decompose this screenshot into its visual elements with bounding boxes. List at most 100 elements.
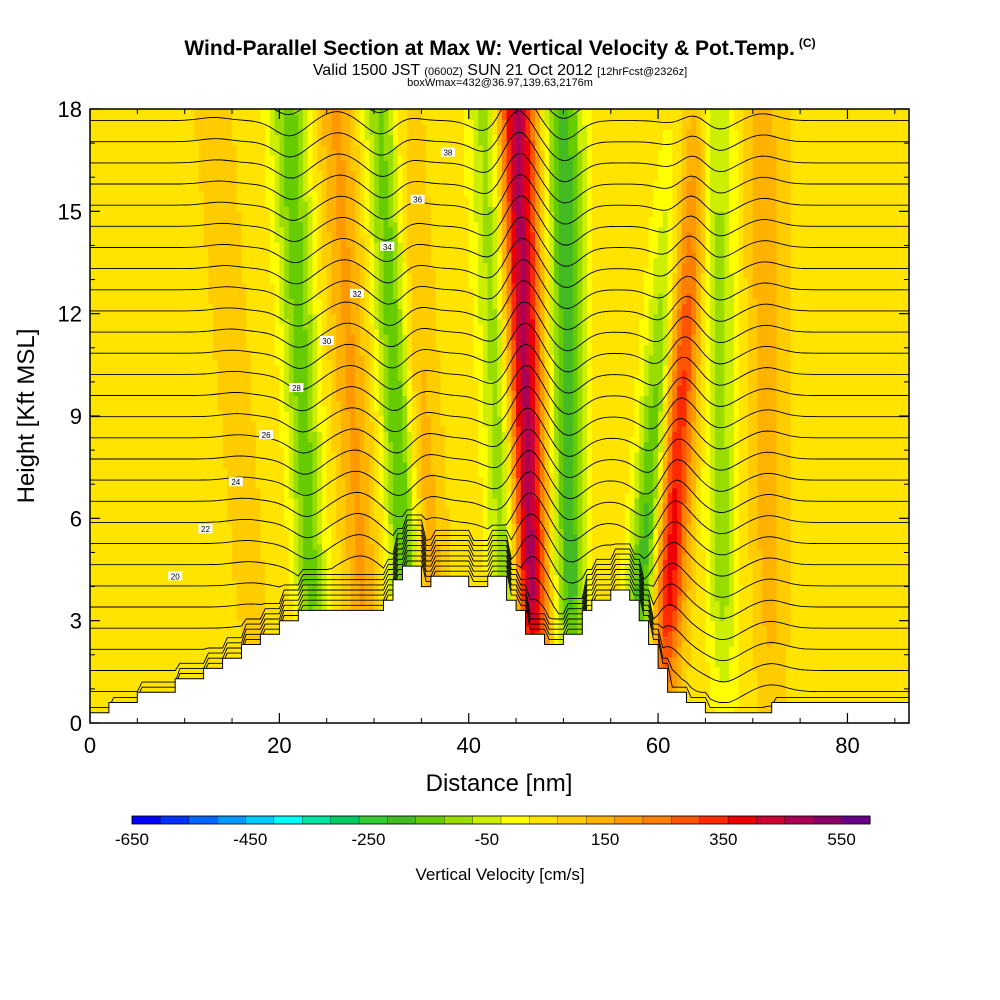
velocity-cell bbox=[113, 636, 119, 642]
velocity-cell bbox=[255, 288, 262, 294]
velocity-cell bbox=[161, 272, 167, 279]
velocity-cell bbox=[156, 451, 162, 458]
velocity-cell bbox=[213, 190, 219, 197]
velocity-cell bbox=[279, 288, 285, 294]
velocity-cell bbox=[108, 676, 115, 683]
velocity-cell bbox=[142, 380, 148, 386]
velocity-cell bbox=[208, 216, 214, 223]
velocity-cell bbox=[194, 579, 200, 586]
velocity-cell bbox=[246, 533, 252, 540]
velocity-cell bbox=[179, 185, 186, 192]
velocity-cell bbox=[113, 400, 119, 407]
velocity-cell bbox=[246, 149, 252, 156]
velocity-cell bbox=[227, 390, 233, 397]
velocity-cell bbox=[184, 354, 191, 361]
velocity-cell bbox=[118, 487, 124, 494]
velocity-cell bbox=[94, 211, 101, 218]
velocity-cell bbox=[213, 477, 219, 484]
velocity-cell bbox=[151, 119, 157, 125]
velocity-cell bbox=[113, 165, 119, 171]
velocity-cell bbox=[232, 175, 238, 182]
velocity-cell bbox=[161, 426, 167, 432]
velocity-cell bbox=[198, 221, 205, 228]
velocity-cell bbox=[189, 584, 195, 591]
velocity-cell bbox=[170, 385, 176, 392]
velocity-cell bbox=[217, 605, 224, 612]
velocity-cell bbox=[203, 288, 209, 294]
velocity-cell bbox=[260, 190, 266, 197]
velocity-cell bbox=[108, 170, 115, 177]
velocity-cell bbox=[184, 318, 191, 325]
velocity-cell bbox=[227, 231, 233, 238]
velocity-cell bbox=[175, 344, 181, 351]
velocity-cell bbox=[156, 605, 162, 612]
velocity-cell bbox=[279, 549, 285, 555]
velocity-cell bbox=[265, 293, 271, 299]
velocity-cell bbox=[279, 277, 285, 284]
velocity-cell bbox=[165, 651, 172, 658]
velocity-cell bbox=[274, 129, 280, 136]
velocity-cell bbox=[279, 323, 285, 330]
velocity-cell bbox=[90, 114, 96, 120]
velocity-cell bbox=[94, 318, 101, 325]
velocity-cell bbox=[236, 226, 243, 233]
velocity-cell bbox=[137, 497, 143, 504]
velocity-cell bbox=[208, 472, 214, 478]
velocity-cell bbox=[132, 257, 138, 264]
velocity-cell bbox=[165, 564, 172, 571]
velocity-cell bbox=[198, 636, 205, 642]
velocity-cell bbox=[127, 380, 134, 386]
velocity-cell bbox=[213, 114, 219, 120]
velocity-cell bbox=[208, 375, 214, 381]
velocity-cell bbox=[217, 329, 224, 335]
velocity-cell bbox=[118, 349, 124, 356]
velocity-cell bbox=[189, 487, 195, 494]
velocity-cell bbox=[104, 441, 110, 448]
velocity-cell bbox=[142, 497, 148, 504]
velocity-cell bbox=[104, 472, 110, 478]
velocity-cell bbox=[279, 482, 285, 489]
velocity-cell bbox=[165, 456, 172, 463]
velocity-cell bbox=[104, 564, 110, 571]
velocity-cell bbox=[113, 456, 119, 463]
velocity-cell bbox=[175, 666, 181, 673]
velocity-cell bbox=[137, 170, 143, 177]
velocity-cell bbox=[246, 129, 252, 136]
velocity-cell bbox=[99, 293, 105, 299]
velocity-cell bbox=[250, 523, 257, 530]
velocity-cell bbox=[118, 334, 124, 340]
velocity-cell bbox=[269, 201, 276, 207]
velocity-cell bbox=[137, 569, 143, 576]
velocity-cell bbox=[250, 600, 257, 606]
velocity-cell bbox=[179, 482, 186, 489]
velocity-cell bbox=[113, 242, 119, 248]
velocity-cell bbox=[250, 615, 257, 622]
velocity-cell bbox=[179, 272, 186, 279]
velocity-cell bbox=[94, 451, 101, 458]
velocity-cell bbox=[175, 190, 181, 197]
velocity-cell bbox=[137, 129, 143, 136]
velocity-cell bbox=[241, 502, 247, 509]
velocity-cell bbox=[198, 334, 205, 340]
velocity-cell bbox=[241, 584, 247, 591]
velocity-cell bbox=[137, 446, 143, 453]
velocity-cell bbox=[246, 502, 252, 509]
velocity-cell bbox=[236, 364, 243, 371]
velocity-cell bbox=[108, 692, 115, 699]
velocity-cell bbox=[269, 129, 276, 136]
velocity-cell bbox=[179, 344, 186, 351]
velocity-cell bbox=[269, 339, 276, 345]
velocity-cell bbox=[250, 595, 257, 601]
velocity-cell bbox=[94, 410, 101, 417]
velocity-cell bbox=[236, 139, 243, 146]
velocity-cell bbox=[208, 144, 214, 151]
velocity-cell bbox=[208, 119, 214, 125]
velocity-cell bbox=[108, 359, 115, 366]
velocity-cell bbox=[265, 109, 271, 115]
velocity-cell bbox=[90, 262, 96, 269]
velocity-cell bbox=[194, 421, 200, 427]
velocity-cell bbox=[161, 231, 167, 238]
velocity-cell bbox=[94, 492, 101, 499]
velocity-cell bbox=[236, 620, 243, 627]
velocity-cell bbox=[208, 543, 214, 550]
